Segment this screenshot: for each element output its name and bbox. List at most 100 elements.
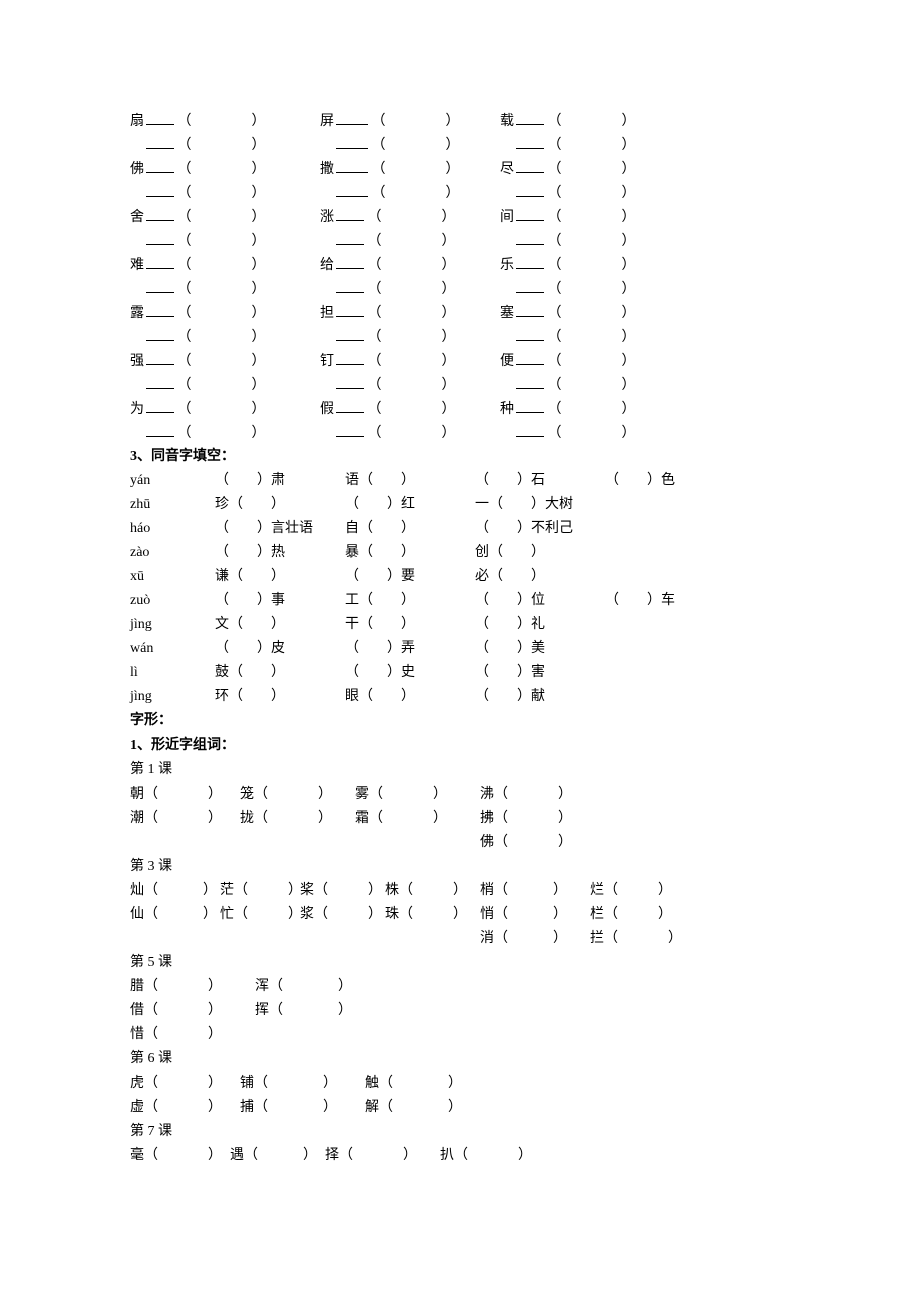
polyphone-cell: 乐 （） xyxy=(500,254,636,277)
similar-shape-row: 朝（）笼（）雾（）沸（） xyxy=(130,784,790,806)
homophone-item: （）献 xyxy=(475,686,545,708)
paren-open: （ xyxy=(174,402,192,417)
paren-open: （ xyxy=(234,883,248,898)
similar-shape-row: 虚（）捕（）解（） xyxy=(130,1097,790,1119)
similar-char-item: 遇（） xyxy=(230,1145,317,1167)
homophone-item: （）位 xyxy=(475,590,545,612)
worksheet-page: 扇 （）屏 （）载 （） （） （） （）佛 （）撒 （）尽 （） （） （） … xyxy=(0,0,920,1302)
paren-close: ） xyxy=(403,1148,417,1163)
polyphone-cell: （） xyxy=(500,134,636,157)
homophone-item: 文（） xyxy=(215,614,285,636)
item-suffix: ）石 xyxy=(517,473,545,488)
homophone-item: （）车 xyxy=(605,590,675,612)
similar-char-item: 株（） xyxy=(385,880,467,902)
paren-open: （ xyxy=(174,282,192,297)
polyphone-char: 撒 xyxy=(320,162,334,177)
item-prefix: 谦（ xyxy=(215,569,243,584)
pinyin-label: háo xyxy=(130,518,200,540)
item-prefix: （ xyxy=(345,665,359,680)
paren-open: （ xyxy=(144,811,158,826)
paren-close: ） xyxy=(622,426,636,441)
blank-underline xyxy=(516,254,544,269)
polyphone-row: 舍 （）涨 （）间 （） xyxy=(130,206,790,228)
similar-char: 借 xyxy=(130,1003,144,1018)
blank-underline xyxy=(516,326,544,341)
item-prefix: 必（ xyxy=(475,569,503,584)
paren-open: （ xyxy=(544,114,562,129)
blank-underline xyxy=(336,350,364,365)
blank-underline xyxy=(516,182,544,197)
item-suffix: ）车 xyxy=(647,593,675,608)
paren-open: （ xyxy=(544,330,562,345)
polyphone-cell: 涨 （） xyxy=(320,206,456,229)
paren-close: ） xyxy=(208,1148,222,1163)
polyphone-char xyxy=(500,186,514,201)
item-suffix: ）皮 xyxy=(257,641,285,656)
item-prefix: 创（ xyxy=(475,545,503,560)
polyphone-char xyxy=(500,138,514,153)
similar-char: 栏 xyxy=(590,907,604,922)
polyphone-char xyxy=(320,426,334,441)
paren-close: ） xyxy=(323,1076,337,1091)
polyphone-char xyxy=(320,138,334,153)
paren-close: ） xyxy=(446,114,460,129)
paren-open: （ xyxy=(544,162,562,177)
polyphone-row: （） （） （） xyxy=(130,182,790,204)
similar-char-item: 捕（） xyxy=(240,1097,337,1119)
pinyin-label: lì xyxy=(130,662,200,684)
similar-char: 铺 xyxy=(240,1076,254,1091)
homophone-item: （）事 xyxy=(215,590,285,612)
paren-close: ） xyxy=(558,811,572,826)
homophone-item: （）肃 xyxy=(215,470,285,492)
similar-char: 珠 xyxy=(385,907,399,922)
paren-open: （ xyxy=(144,1100,158,1115)
polyphone-char xyxy=(130,138,144,153)
similar-char-item: 挥（） xyxy=(255,1000,352,1022)
pinyin-label: jìng xyxy=(130,686,200,708)
item-suffix: ） xyxy=(271,689,285,704)
paren-open: （ xyxy=(544,210,562,225)
polyphone-char: 尽 xyxy=(500,162,514,177)
polyphone-char: 便 xyxy=(500,354,514,369)
polyphone-cell: 撒 （） xyxy=(320,158,460,181)
paren-open: （ xyxy=(604,931,618,946)
item-suffix: ）弄 xyxy=(387,641,415,656)
homophone-item: 自（） xyxy=(345,518,415,540)
homophone-item: （）礼 xyxy=(475,614,545,636)
paren-open: （ xyxy=(368,186,386,201)
similar-char-item: 忙（） xyxy=(220,904,302,926)
polyphone-cell: 种 （） xyxy=(500,398,636,421)
polyphone-cell: （） xyxy=(500,230,636,253)
blank-underline xyxy=(336,302,364,317)
polyphone-char: 为 xyxy=(130,402,144,417)
paren-open: （ xyxy=(144,787,158,802)
paren-open: （ xyxy=(244,1148,258,1163)
blank-underline xyxy=(336,422,364,437)
paren-close: ） xyxy=(252,378,266,393)
paren-open: （ xyxy=(364,282,382,297)
paren-close: ） xyxy=(433,811,447,826)
item-prefix: 语（ xyxy=(345,473,373,488)
paren-close: ） xyxy=(252,162,266,177)
blank-underline xyxy=(336,158,368,173)
paren-open: （ xyxy=(364,210,382,225)
similar-char: 惜 xyxy=(130,1027,144,1042)
homophone-item: 必（） xyxy=(475,566,545,588)
lesson-label: 第 7 课 xyxy=(130,1121,790,1143)
homophone-row: zhū珍（）（）红一（）大树 xyxy=(130,494,790,516)
paren-open: （ xyxy=(368,114,386,129)
polyphone-char: 间 xyxy=(500,210,514,225)
blank-underline xyxy=(146,134,174,149)
homophone-item: （）史 xyxy=(345,662,415,684)
polyphone-cell: （） xyxy=(130,278,266,301)
item-prefix: （ xyxy=(475,521,489,536)
similar-char-item: 浑（） xyxy=(255,976,352,998)
similar-char-item: 沸（） xyxy=(480,784,572,806)
similar-char: 茫 xyxy=(220,883,234,898)
paren-open: （ xyxy=(254,1100,268,1115)
similar-char: 解 xyxy=(365,1100,379,1115)
similar-char-item: 珠（） xyxy=(385,904,467,926)
paren-close: ） xyxy=(368,907,382,922)
item-suffix: ）热 xyxy=(257,545,285,560)
polyphone-cell: 便 （） xyxy=(500,350,636,373)
